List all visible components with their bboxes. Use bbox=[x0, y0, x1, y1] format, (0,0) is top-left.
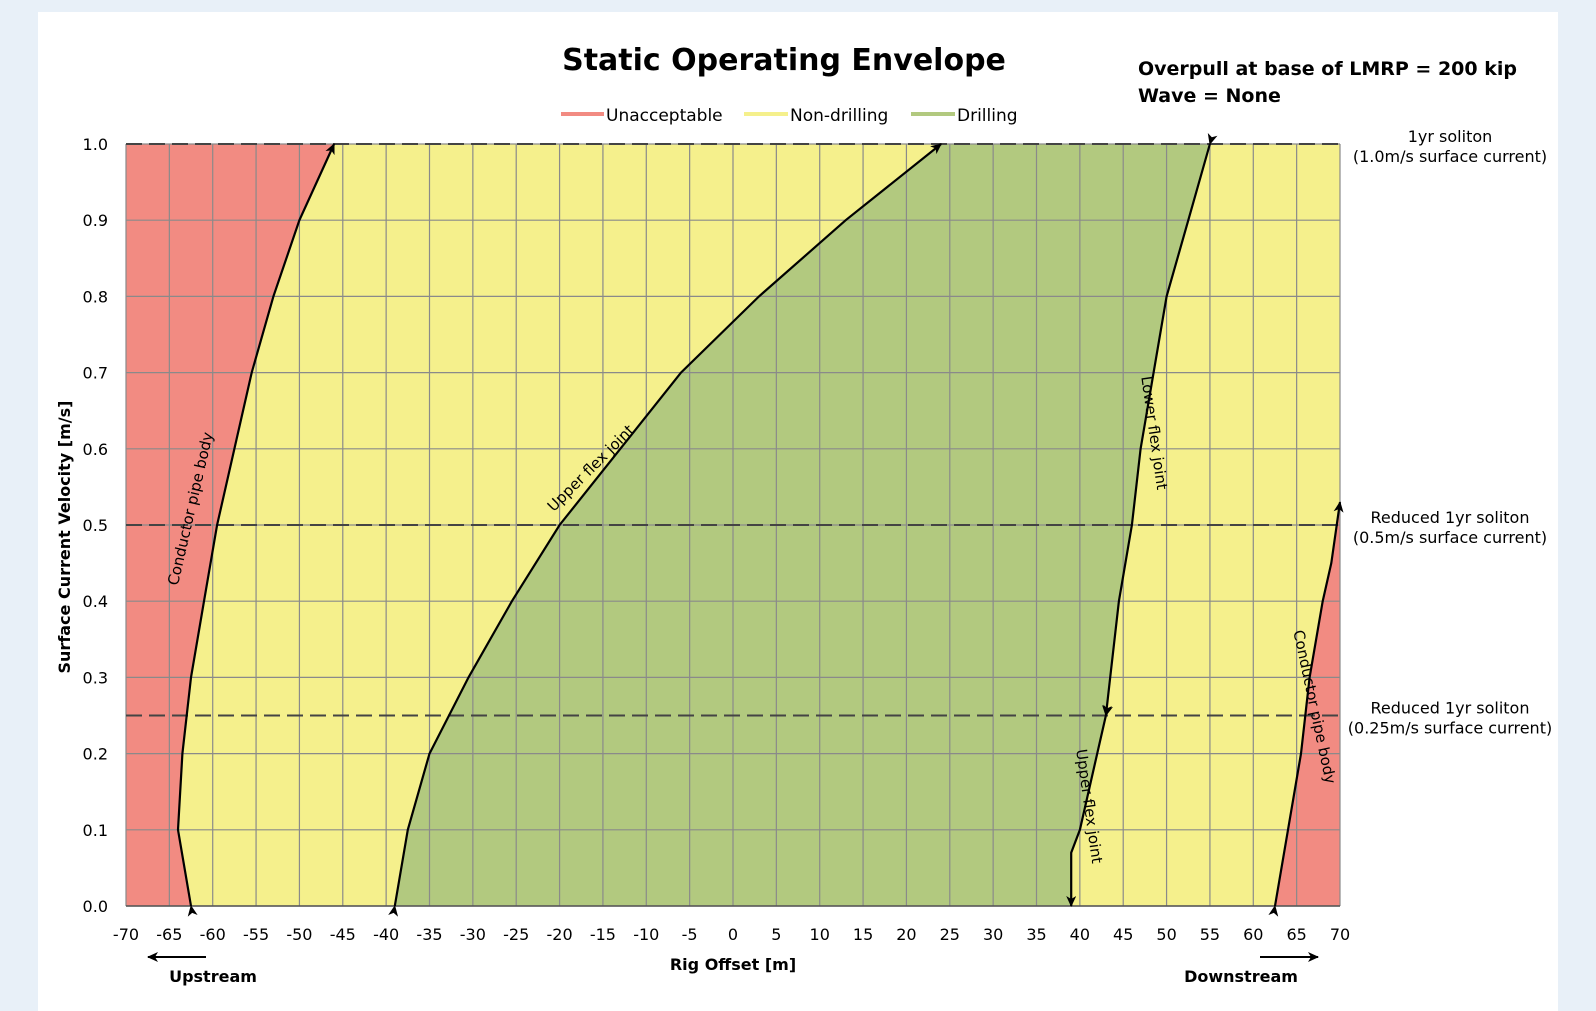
x-tick-label: -55 bbox=[243, 925, 269, 944]
x-tick-label: 65 bbox=[1286, 925, 1306, 944]
reference-label: Reduced 1yr soliton bbox=[1371, 699, 1530, 718]
y-tick-label: 0.4 bbox=[83, 592, 108, 611]
x-tick-label: 55 bbox=[1200, 925, 1220, 944]
x-tick-label: 40 bbox=[1070, 925, 1090, 944]
y-axis-title: Surface Current Velocity [m/s] bbox=[55, 401, 74, 674]
x-tick-label: 5 bbox=[771, 925, 781, 944]
x-tick-label: 60 bbox=[1243, 925, 1263, 944]
legend: Unacceptable Non-drilling Drilling bbox=[561, 106, 1018, 126]
x-tick-label: -20 bbox=[547, 925, 573, 944]
curve-upper-flex-joint-downstream bbox=[1066, 704, 1114, 907]
x-tick-label: -40 bbox=[373, 925, 399, 944]
reference-label: (0.5m/s surface current) bbox=[1353, 528, 1547, 547]
x-tick-label: -50 bbox=[286, 925, 312, 944]
x-tick-label: 35 bbox=[1026, 925, 1046, 944]
curve-lower-flex-joint-downstream bbox=[1102, 133, 1218, 717]
direction-downstream: Downstream bbox=[1184, 952, 1319, 986]
x-tick-label: -30 bbox=[460, 925, 486, 944]
y-tick-label: 0.5 bbox=[83, 516, 108, 535]
x-tick-label: -45 bbox=[330, 925, 356, 944]
curve-conductor-pipe-body-upstream bbox=[176, 143, 336, 917]
reference-label: (0.25m/s surface current) bbox=[1348, 719, 1552, 738]
y-tick-label: 0.1 bbox=[83, 821, 108, 840]
reference-label: 1yr soliton bbox=[1408, 127, 1493, 146]
x-tick-label: 10 bbox=[810, 925, 830, 944]
x-tick-label: 30 bbox=[983, 925, 1003, 944]
legend-label-drilling: Drilling bbox=[957, 106, 1018, 126]
x-tick-label: 50 bbox=[1156, 925, 1176, 944]
x-tick-label: -15 bbox=[590, 925, 616, 944]
y-tick-label: 0.0 bbox=[83, 897, 108, 916]
upstream-label: Upstream bbox=[169, 967, 257, 986]
y-tick-label: 0.3 bbox=[83, 668, 108, 687]
note-wave: Wave = None bbox=[1138, 85, 1281, 107]
reference-label: Reduced 1yr soliton bbox=[1371, 508, 1530, 527]
downstream-label: Downstream bbox=[1184, 967, 1298, 986]
x-tick-label: -25 bbox=[503, 925, 529, 944]
y-tick-label: 0.8 bbox=[83, 287, 108, 306]
chart-svg: 1yr soliton(1.0m/s surface current) Reduc… bbox=[55, 43, 1552, 986]
x-tick-label: 20 bbox=[896, 925, 916, 944]
legend-label-non-drilling: Non-drilling bbox=[790, 106, 888, 126]
x-tick-label: -35 bbox=[416, 925, 442, 944]
y-tick-label: 0.9 bbox=[83, 211, 108, 230]
curve-conductor-pipe-body-downstream bbox=[1268, 501, 1344, 917]
x-tick-label: 0 bbox=[728, 925, 738, 944]
x-tick-label: -10 bbox=[633, 925, 659, 944]
chart-card: 1yr soliton (1.0m/s surface current) Reduc… bbox=[38, 12, 1558, 1011]
chart-title: Static Operating Envelope bbox=[562, 43, 1006, 78]
x-tick-label: -70 bbox=[113, 925, 139, 944]
x-tick-label: 45 bbox=[1113, 925, 1133, 944]
x-tick-label: -65 bbox=[156, 925, 182, 944]
legend-label-unacceptable: Unacceptable bbox=[606, 106, 723, 126]
x-axis-title: Rig Offset [m] bbox=[670, 955, 796, 974]
x-tick-label: 70 bbox=[1330, 925, 1350, 944]
x-tick-label: 15 bbox=[853, 925, 873, 944]
y-tick-label: 0.2 bbox=[83, 745, 108, 764]
note-overpull: Overpull at base of LMRP = 200 kip bbox=[1138, 58, 1517, 80]
direction-upstream: Upstream bbox=[147, 952, 257, 986]
curve-upper-flex-joint-upstream bbox=[388, 143, 942, 917]
y-tick-label: 0.7 bbox=[83, 364, 108, 383]
y-tick-label: 0.6 bbox=[83, 440, 108, 459]
x-tick-label: -60 bbox=[200, 925, 226, 944]
reference-label: (1.0m/s surface current) bbox=[1353, 147, 1547, 166]
x-tick-label: 25 bbox=[940, 925, 960, 944]
x-tick-label: -5 bbox=[682, 925, 698, 944]
y-tick-label: 1.0 bbox=[83, 135, 108, 154]
